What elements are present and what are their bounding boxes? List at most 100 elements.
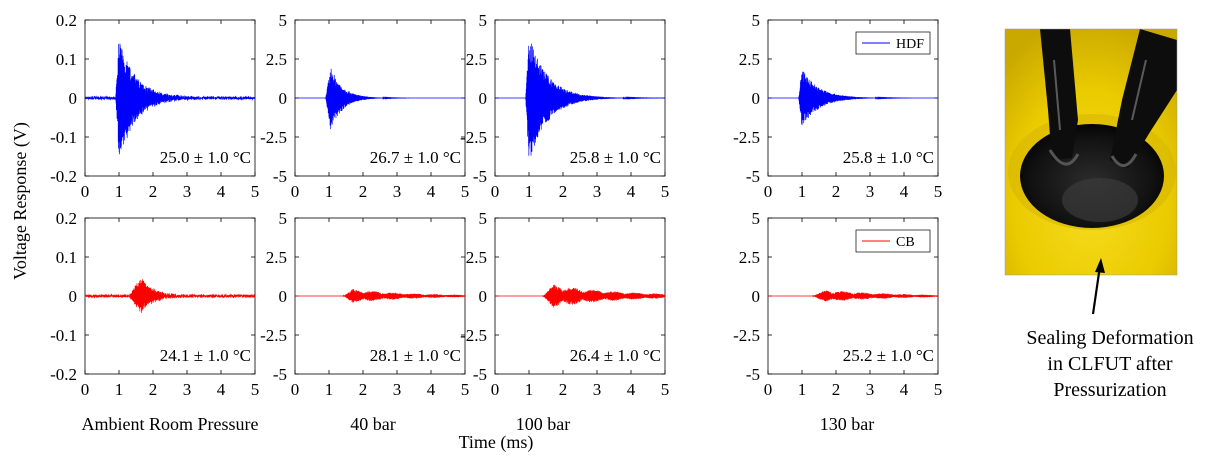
chart-panels: 0 1 2 3 4 5 0.2 0.1 0 -0.1 -0.2 25.0 ± 1.0 °C 0 1 2 3 4 5… (50, 11, 942, 399)
photo-caption-line-1: Sealing Deformation (1026, 327, 1193, 349)
column-label-130-bar: 130 bar (820, 414, 874, 434)
x-tick-label: 5 (934, 380, 943, 399)
y-tick-label: 5 (279, 209, 288, 228)
y-tick-label: -5 (746, 167, 760, 186)
signal-trace-hdf (768, 71, 938, 125)
x-tick-label: 3 (866, 182, 875, 201)
x-tick-label: 0 (291, 182, 300, 201)
y-tick-label: 0 (479, 287, 488, 306)
temperature-annotation: 26.4 ± 1.0 °C (570, 346, 661, 365)
y-tick-label: 2.5 (266, 50, 287, 69)
y-tick-label: -2.5 (260, 128, 287, 147)
signal-trace-hdf (295, 68, 465, 130)
y-tick-label: 2.5 (466, 50, 487, 69)
x-tick-label: 0 (764, 182, 773, 201)
y-tick-label: -5 (273, 167, 287, 186)
y-tick-label: 0.1 (56, 248, 77, 267)
x-tick-label: 1 (325, 380, 334, 399)
y-tick-label: 5 (752, 11, 761, 30)
signal-trace-cb (85, 279, 255, 313)
y-tick-label: -2.5 (460, 128, 487, 147)
y-tick-label: 0 (69, 89, 78, 108)
x-tick-label: 0 (81, 182, 90, 201)
photo-cable-tip-right (1110, 153, 1138, 167)
y-tick-label: 0 (752, 287, 761, 306)
y-tick-label: 2.5 (466, 248, 487, 267)
y-axis-title: Voltage Response (V) (10, 122, 31, 280)
y-tick-label: 0.2 (56, 11, 77, 30)
x-tick-label: 0 (81, 380, 90, 399)
x-tick-label: 3 (183, 380, 192, 399)
y-tick-label: -5 (473, 167, 487, 186)
x-tick-label: 5 (461, 380, 470, 399)
x-tick-label: 2 (359, 182, 368, 201)
x-tick-label: 4 (217, 182, 226, 201)
photo-border (1004, 28, 1178, 276)
x-tick-label: 5 (251, 380, 260, 399)
legend-label: CB (896, 235, 915, 250)
y-tick-label: -2.5 (460, 326, 487, 345)
x-tick-label: 4 (217, 380, 226, 399)
y-tick-label: -2.5 (260, 326, 287, 345)
x-tick-label: 2 (149, 182, 158, 201)
x-tick-label: 5 (661, 182, 670, 201)
x-tick-label: 0 (491, 380, 500, 399)
temperature-annotation: 28.1 ± 1.0 °C (370, 346, 461, 365)
legend-label: HDF (896, 37, 924, 52)
chart-panel-0-3: 0 1 2 3 4 5 5 2.5 0 -2.5 -5 25.8 ± 1.0 °C HDF (733, 11, 942, 201)
column-label-100-bar: 100 bar (516, 414, 570, 434)
y-tick-label: 5 (479, 209, 488, 228)
x-tick-label: 4 (900, 380, 909, 399)
photo-cable-left (1040, 29, 1078, 160)
y-tick-label: 2.5 (739, 50, 760, 69)
y-tick-label: -0.2 (50, 365, 77, 384)
temperature-annotation: 25.2 ± 1.0 °C (843, 346, 934, 365)
photo-caption-line-3: Pressurization (1053, 379, 1166, 401)
x-tick-label: 3 (183, 182, 192, 201)
x-tick-label: 4 (900, 182, 909, 201)
y-tick-label: 0 (479, 89, 488, 108)
x-tick-label: 1 (115, 380, 124, 399)
legend-box (855, 31, 931, 55)
x-tick-label: 0 (291, 380, 300, 399)
photo-highlight-right (1131, 59, 1147, 121)
photo-cable-right (1110, 29, 1177, 168)
x-tick-label: 2 (359, 380, 368, 399)
x-tick-label: 4 (427, 380, 436, 399)
legend-box (855, 229, 931, 253)
y-tick-label: 2.5 (266, 248, 287, 267)
signal-trace-hdf (495, 43, 665, 156)
x-tick-label: 3 (593, 380, 602, 399)
x-tick-label: 2 (832, 380, 841, 399)
y-tick-label: 0.1 (56, 50, 77, 69)
y-tick-label: 0.2 (56, 209, 77, 228)
y-tick-label: 0 (279, 89, 288, 108)
chart-panel-1-3: 0 1 2 3 4 5 5 2.5 0 -2.5 -5 25.2 ± 1.0 °C CB (733, 209, 942, 399)
x-tick-label: 3 (593, 182, 602, 201)
photo-caption-line-2: in CLFUT after (1047, 353, 1173, 375)
y-tick-label: 0 (69, 287, 78, 306)
x-tick-label: 1 (525, 380, 534, 399)
temperature-annotation: 24.1 ± 1.0 °C (160, 346, 251, 365)
signal-trace-cb (295, 289, 465, 303)
temperature-annotation: 26.7 ± 1.0 °C (370, 148, 461, 167)
x-tick-label: 2 (149, 380, 158, 399)
x-tick-label: 1 (798, 182, 807, 201)
x-tick-label: 4 (627, 182, 636, 201)
x-tick-label: 5 (461, 182, 470, 201)
x-tick-label: 5 (251, 182, 260, 201)
y-tick-label: -0.2 (50, 167, 77, 186)
x-tick-label: 3 (393, 182, 402, 201)
x-tick-label: 4 (627, 380, 636, 399)
x-tick-label: 3 (866, 380, 875, 399)
temperature-annotation: 25.8 ± 1.0 °C (843, 148, 934, 167)
chart-panel-0-1: 0 1 2 3 4 5 5 2.5 0 -2.5 -5 26.7 ± 1.0 °C (260, 11, 469, 201)
y-tick-label: -5 (273, 365, 287, 384)
x-tick-label: 2 (832, 182, 841, 201)
x-tick-label: 1 (115, 182, 124, 201)
x-tick-label: 2 (559, 380, 568, 399)
sealing-photo (1004, 28, 1178, 276)
y-tick-label: -5 (746, 365, 760, 384)
chart-panel-1-1: 0 1 2 3 4 5 5 2.5 0 -2.5 -5 28.1 ± 1.0 °C (260, 209, 469, 399)
